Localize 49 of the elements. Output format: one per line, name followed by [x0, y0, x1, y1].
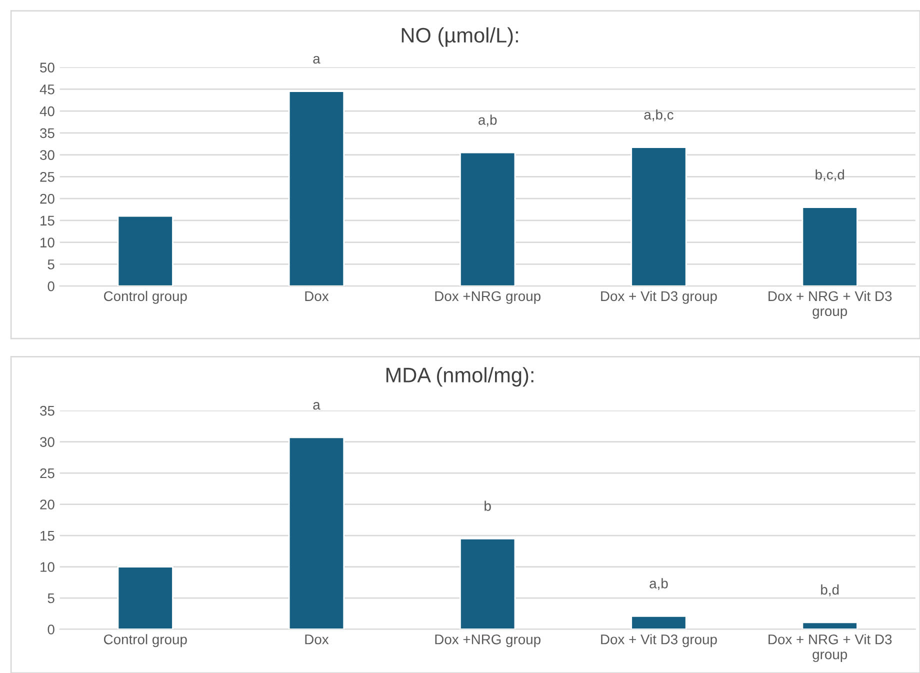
y-tick-label: 35 [40, 128, 54, 138]
x-tick-label: Dox +NRG group [435, 291, 540, 304]
chart-title: MDA (nmol/mg): [386, 367, 534, 387]
annotation: a [313, 402, 320, 410]
bar [630, 615, 687, 630]
annotation: a,b [650, 578, 668, 590]
y-tick-label: 30 [40, 150, 54, 160]
annotation: a [313, 56, 320, 64]
bar [460, 538, 516, 630]
y-tick-label: 15 [40, 216, 54, 226]
y-tick-label: 30 [40, 437, 54, 447]
annotation: b,d [821, 584, 839, 596]
bar [117, 566, 174, 630]
x-tick-label: Dox [305, 291, 329, 302]
annotation: b,c,d [816, 169, 844, 182]
x-tick-label: Dox + Vit D3 group [601, 634, 717, 648]
x-tick-label: Dox + NRG + Vit D3 group [768, 290, 892, 319]
y-tick-label: 25 [40, 468, 54, 478]
y-tick-label: 50 [40, 62, 54, 72]
annotation: a,b,c [644, 109, 674, 122]
y-tick-label: 10 [40, 238, 54, 248]
y-tick-label: 40 [40, 106, 54, 116]
annotation: b [484, 500, 491, 511]
x-tick-label: Dox + Vit D3 group [601, 290, 717, 304]
y-tick-label: 0 [48, 624, 54, 634]
bar [802, 206, 858, 286]
bar [460, 152, 516, 286]
x-tick-label: Control group [104, 634, 187, 648]
bar [288, 436, 345, 630]
y-tick-label: 35 [40, 406, 54, 416]
y-tick-label: 10 [40, 562, 54, 572]
x-tick-label: Dox [305, 634, 329, 644]
y-tick-label: 20 [40, 194, 54, 204]
y-tick-label: 5 [48, 260, 54, 270]
bar [802, 622, 858, 630]
annotation: a,b [478, 114, 497, 126]
bar [288, 90, 345, 286]
x-tick-label: Control group [104, 290, 187, 304]
bar [630, 146, 687, 286]
x-tick-label: Dox + NRG + Vit D3 group [768, 634, 892, 662]
chart-title: NO (µmol/L): [402, 27, 518, 47]
y-tick-label: 20 [40, 500, 54, 510]
y-tick-label: 45 [40, 84, 54, 94]
y-tick-label: 25 [40, 172, 54, 182]
bar [117, 215, 174, 286]
x-tick-label: Dox +NRG group [435, 634, 540, 648]
y-tick-label: 5 [48, 593, 54, 604]
y-tick-label: 0 [48, 281, 54, 292]
y-tick-label: 15 [40, 530, 54, 541]
